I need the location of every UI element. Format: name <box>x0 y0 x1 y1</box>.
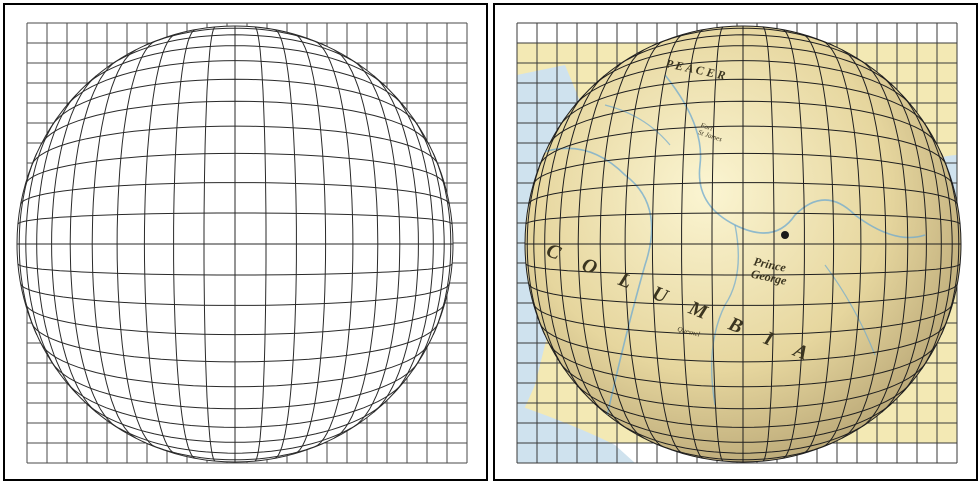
sphere-parallel <box>20 182 450 205</box>
sphere-parallel <box>66 382 404 428</box>
sphere-parallel <box>143 27 327 47</box>
sphere-parallel <box>617 421 869 454</box>
sphere-parallel <box>525 263 961 276</box>
sphere-parallel <box>559 78 927 126</box>
sphere-parallel <box>651 27 835 47</box>
sphere-parallel <box>593 45 893 86</box>
plain-grid-svg <box>16 22 468 464</box>
sphere-warped-grid <box>525 26 961 462</box>
sphere-parallel <box>20 283 450 306</box>
river-fraser <box>664 74 926 239</box>
sphere-parallel <box>593 402 893 443</box>
sphere-parallel <box>528 283 958 306</box>
sphere-parallel <box>617 34 869 67</box>
panel-map-sphere: P E A C E R FortSt James C O L U M B I A… <box>493 3 978 481</box>
sphere-parallel <box>539 125 947 165</box>
sphere-parallel <box>31 323 439 363</box>
sphere-parallel <box>85 45 385 86</box>
sphere-parallel <box>559 362 927 410</box>
sphere-parallel <box>51 78 419 126</box>
sphere-parallel <box>525 212 961 225</box>
river-north <box>604 104 671 146</box>
sphere-parallel <box>548 342 938 388</box>
prince-george-dot <box>781 231 789 239</box>
sphere-parallel <box>532 152 954 185</box>
sphere-parallel <box>143 441 327 461</box>
map-sphere-svg: P E A C E R FortSt James C O L U M B I A… <box>516 22 962 464</box>
sphere-parallel <box>532 303 954 336</box>
sphere-parallel <box>66 60 404 106</box>
sphere-parallel <box>17 212 453 225</box>
sphere-parallel <box>24 303 446 336</box>
sphere-warped-grid <box>17 26 453 462</box>
sphere-parallel <box>17 263 453 276</box>
sphere-parallel <box>651 441 835 461</box>
sphere-parallel <box>574 382 912 428</box>
sphere-parallel <box>539 323 947 363</box>
sphere-parallel <box>51 362 419 410</box>
sphere-parallel <box>85 402 385 443</box>
map-water-southwest <box>517 405 635 463</box>
sphere-parallel <box>548 100 938 146</box>
sphere-parallel <box>24 152 446 185</box>
sphere-parallel <box>574 60 912 106</box>
sphere-parallel <box>109 34 361 67</box>
sphere-parallel <box>40 342 430 388</box>
sphere-parallel <box>31 125 439 165</box>
sphere-parallel <box>528 182 958 205</box>
panel-plain-sphere-grid <box>3 3 488 481</box>
sphere-parallel <box>109 421 361 454</box>
sphere-parallel <box>40 100 430 146</box>
